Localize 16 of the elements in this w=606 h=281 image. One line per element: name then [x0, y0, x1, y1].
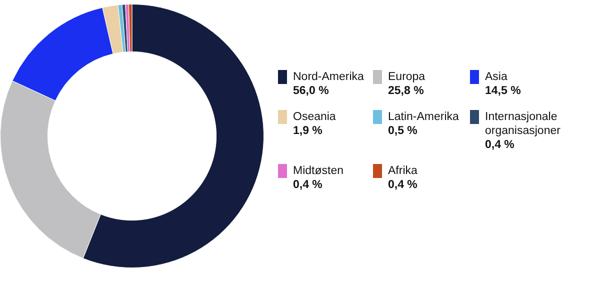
data-label: 25,8 % [388, 84, 425, 98]
legend-label: Internasjonale organisasjoner [485, 110, 562, 138]
data-label: 56,0 % [293, 84, 330, 98]
legend-label: Afrika [388, 164, 418, 178]
legend-label: Latin-Amerika [388, 110, 459, 124]
data-label: 0,5 % [388, 124, 418, 138]
data-label: 14,5 % [485, 84, 521, 98]
legend-label: Europa [388, 70, 426, 84]
legend-label: Asia [485, 70, 508, 84]
data-label: 0,4 % [293, 178, 324, 192]
legend-label: Oseania [293, 110, 336, 124]
legend-label: Midtøsten [293, 164, 344, 178]
legend-label: Nord-Amerika [293, 70, 364, 84]
data-label: 0,4 % [485, 138, 516, 152]
data-label: 0,4 % [388, 178, 418, 192]
data-label: 1,9 % [293, 124, 324, 138]
